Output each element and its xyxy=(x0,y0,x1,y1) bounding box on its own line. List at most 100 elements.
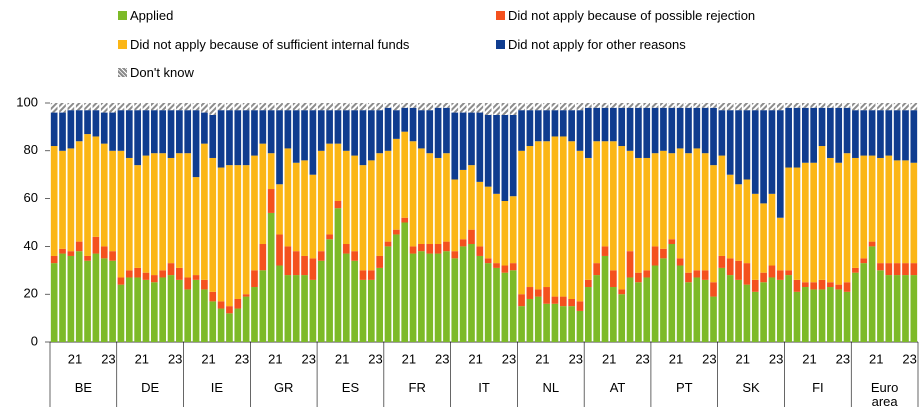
bar-segment xyxy=(226,306,233,314)
bar-segment xyxy=(434,253,442,342)
bar-segment xyxy=(801,287,809,342)
bar-segment xyxy=(693,107,701,149)
bar-segment xyxy=(701,107,709,154)
bar-segment xyxy=(710,165,717,283)
bar-segment xyxy=(117,150,125,278)
bar-segment xyxy=(418,244,425,252)
bar-segment xyxy=(601,103,609,108)
group-label: IT xyxy=(478,380,490,395)
bar-segment xyxy=(635,103,642,108)
bar-segment xyxy=(75,103,83,111)
bar-segment xyxy=(326,103,333,111)
bar-segment xyxy=(810,282,818,290)
bar-segment xyxy=(217,301,225,309)
bar-segment xyxy=(426,253,434,342)
bar-segment xyxy=(818,103,826,108)
x-tick-label: 21 xyxy=(268,351,282,366)
bar-segment xyxy=(835,103,843,108)
bar-segment xyxy=(84,110,91,135)
bar-segment xyxy=(284,110,292,149)
x-tick-label: 23 xyxy=(769,351,783,366)
legend-item: Did not apply because of sufficient inte… xyxy=(118,37,409,52)
bar-segment xyxy=(701,270,709,280)
bar-segment xyxy=(559,306,567,342)
bar-segment xyxy=(743,179,751,264)
bar-segment xyxy=(743,284,751,342)
bar-segment xyxy=(301,110,308,161)
bar-segment xyxy=(267,110,275,154)
bar-segment xyxy=(142,110,150,156)
bar-segment xyxy=(100,258,108,342)
bar-segment xyxy=(693,277,701,342)
bar-segment xyxy=(868,246,876,342)
bar-segment xyxy=(125,110,133,158)
bar-segment xyxy=(668,153,676,240)
bar-segment xyxy=(551,103,559,111)
bar-segment xyxy=(668,239,676,245)
bar-segment xyxy=(100,112,108,144)
bar-segment xyxy=(242,294,250,297)
bar-segment xyxy=(284,148,292,247)
bar-segment xyxy=(576,301,584,311)
bar-segment xyxy=(676,265,684,342)
bar-segment xyxy=(409,253,417,342)
bar-segment xyxy=(618,146,626,290)
bar-segment xyxy=(484,114,492,187)
bar-segment xyxy=(793,167,801,280)
bar-segment xyxy=(818,146,826,280)
bar-segment xyxy=(743,103,751,111)
bar-segment xyxy=(443,241,450,252)
bar-segment xyxy=(476,246,484,256)
bar-segment xyxy=(693,103,701,108)
bar-segment xyxy=(67,110,75,149)
bar-segment xyxy=(409,246,417,254)
bar-segment xyxy=(743,110,751,180)
bar-segment xyxy=(852,157,859,268)
bar-segment xyxy=(685,107,692,154)
bar-segment xyxy=(860,103,868,111)
bar-segment xyxy=(651,246,659,266)
bar-segment xyxy=(710,107,717,166)
bar-segment xyxy=(551,136,559,297)
bar-segment xyxy=(760,103,767,111)
bar-segment xyxy=(893,110,901,161)
bar-segment xyxy=(534,296,542,342)
bar-segment xyxy=(801,162,809,283)
bar-segment xyxy=(559,103,567,111)
bar-segment xyxy=(192,103,200,111)
bar-segment xyxy=(610,287,617,342)
legend-swatch xyxy=(118,68,127,77)
bar-segment xyxy=(810,103,818,108)
bar-segment xyxy=(651,153,659,247)
bar-segment xyxy=(117,284,125,342)
bar-segment xyxy=(877,103,884,111)
bar-segment xyxy=(251,103,258,111)
bar-segment xyxy=(192,110,200,178)
bar-segment xyxy=(59,112,66,151)
bar-segment xyxy=(184,277,192,290)
bar-segment xyxy=(735,184,742,261)
bar-segment xyxy=(484,263,492,342)
bar-segment xyxy=(351,103,358,111)
bar-segment xyxy=(509,196,517,264)
bar-segment xyxy=(610,107,617,142)
bar-segment xyxy=(100,143,108,247)
bar-segment xyxy=(885,275,893,342)
bar-segment xyxy=(393,110,400,139)
bar-segment xyxy=(785,103,792,108)
bar-segment xyxy=(92,236,100,254)
x-tick-label: 21 xyxy=(869,351,883,366)
bar-segment xyxy=(593,103,601,108)
bar-segment xyxy=(843,103,851,108)
bar-segment xyxy=(860,263,868,342)
bar-segment xyxy=(176,103,183,111)
bar-segment xyxy=(301,160,308,256)
bar-segment xyxy=(50,103,58,113)
bar-segment xyxy=(426,153,434,245)
bar-segment xyxy=(109,260,116,342)
x-tick-label: 21 xyxy=(735,351,749,366)
bar-segment xyxy=(351,110,358,156)
x-tick-label: 21 xyxy=(335,351,349,366)
bar-segment xyxy=(192,275,200,280)
